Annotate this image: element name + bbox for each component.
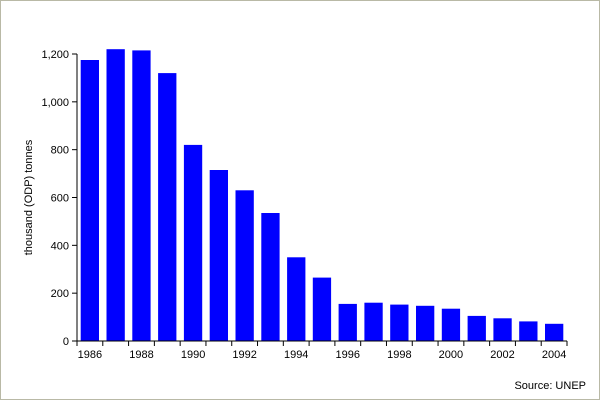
x-tick-label: 2000 <box>439 349 463 361</box>
bar-1988 <box>132 50 151 342</box>
x-tick-label: 1986 <box>78 349 102 361</box>
x-tick-label: 1990 <box>181 349 205 361</box>
bar-2004 <box>545 323 564 341</box>
x-tick-label: 2002 <box>490 349 514 361</box>
bar-1998 <box>390 304 409 341</box>
x-tick-label: 1988 <box>129 349 153 361</box>
y-tick-label: 400 <box>51 240 69 252</box>
bar-1989 <box>158 73 177 341</box>
bar-1987 <box>106 49 125 341</box>
bar-1990 <box>183 144 203 341</box>
bar-1994 <box>287 257 306 341</box>
bar-2000 <box>441 308 461 341</box>
bar-1999 <box>416 305 435 341</box>
bar-1986 <box>80 60 99 341</box>
x-tick-label: 1998 <box>387 349 411 361</box>
bar-1991 <box>209 170 228 341</box>
bars-group <box>80 49 564 342</box>
x-ticks-group: 1986 1988 1990 1992 1994 1996 1998 2000 2002 2004 <box>76 341 568 361</box>
y-tick-label: 1,000 <box>41 97 69 109</box>
y-tick-label: 800 <box>51 145 69 157</box>
bar-2002 <box>493 318 512 341</box>
y-tick-label: 1,200 <box>41 49 69 61</box>
bar-1995 <box>312 277 332 341</box>
source-label: Source: UNEP <box>514 380 586 392</box>
y-axis-title: thousand (ODP) tonnes <box>23 139 35 255</box>
bar-2001 <box>467 315 486 341</box>
y-tick-label: 200 <box>51 288 69 300</box>
bar-1992 <box>235 190 254 341</box>
y-ticks-group: 0 200 400 600 800 1,000 1,200 <box>41 49 77 348</box>
bar-1996 <box>338 303 357 341</box>
bar-1993 <box>261 213 280 341</box>
x-tick-label: 1992 <box>232 349 256 361</box>
bar-2003 <box>519 321 538 341</box>
x-tick-label: 1994 <box>284 349 308 361</box>
x-tick-label: 2004 <box>542 349 566 361</box>
y-tick-label: 600 <box>51 193 69 205</box>
y-tick-label: 0 <box>63 336 69 348</box>
x-tick-label: 1996 <box>336 349 360 361</box>
bar-1997 <box>364 302 383 341</box>
